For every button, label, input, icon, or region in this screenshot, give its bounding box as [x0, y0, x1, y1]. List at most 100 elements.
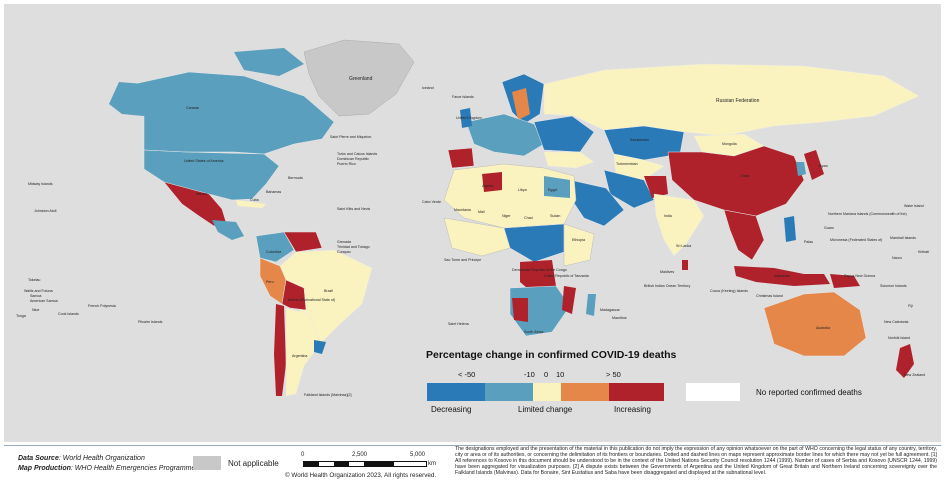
map-production-value: : WHO Health Emergencies Programme	[70, 465, 196, 472]
map-label-mali: Mali	[478, 210, 485, 214]
map-label-algeria: Algeria	[482, 184, 494, 188]
map-label-christmas: Christmas Island	[756, 294, 783, 298]
region-bolivia	[281, 279, 307, 311]
map-label-tokelau: Tokelau	[28, 278, 41, 282]
map-label-solomon: Solomon Islands	[880, 284, 907, 288]
map-label-johnston: Johnston Atoll	[34, 209, 57, 213]
map-label-sri-lanka: Sri Lanka	[676, 244, 692, 248]
map-label-northern-mariana: Northern Mariana Islands (Commonwealth o…	[828, 212, 907, 216]
region-iran	[603, 169, 655, 209]
map-label-guam: Guam	[824, 226, 834, 230]
map-label-faroe: Faroe Islands	[452, 95, 474, 99]
map-label-marshall: Marshall Islands	[890, 236, 916, 240]
map-label-new-zealand: New Zealand	[904, 373, 926, 377]
map-label-micronesia: Micronesia (Federated States of)	[830, 238, 883, 242]
map-label-indonesia: Indonesia	[774, 274, 790, 278]
region-turkey	[543, 151, 595, 169]
map-label-caribbean-6: Trinidad and Tobago	[337, 245, 370, 249]
legend-swatch-decreasing	[485, 383, 533, 401]
region-australia	[763, 291, 867, 357]
footer-divider	[4, 445, 941, 446]
map-label-niger: Niger	[502, 214, 511, 218]
region-colombia	[255, 231, 295, 263]
region-central-africa	[503, 223, 565, 263]
region-madagascar	[586, 294, 596, 316]
region-central-america	[212, 220, 244, 240]
map-label-brazil: Brazil	[324, 289, 333, 293]
map-label-kiribati: Kiribati	[918, 250, 929, 254]
map-production-label: Map Production	[18, 465, 71, 472]
region-east-africa	[563, 223, 595, 267]
region-india	[653, 193, 705, 257]
region-venezuela	[283, 231, 323, 253]
region-algeria	[482, 172, 502, 192]
region-indonesia	[734, 266, 830, 286]
map-label-ethiopia: Ethiopia	[572, 238, 585, 242]
copyright: © World Health Organization 2023, All ri…	[285, 472, 437, 479]
map-label-caribbean-3: Puerto Rico	[337, 162, 356, 166]
region-sweden	[512, 88, 530, 120]
map-label-saint-helena: Saint Helena	[448, 322, 469, 326]
map-label-mongolia: Mongolia	[722, 142, 737, 146]
data-source: Data Source: World Health Organization	[18, 455, 145, 462]
map-label-turkmenistan: Turkmenistan	[616, 162, 638, 166]
map-label-caribbean-5: Grenada	[337, 240, 351, 244]
region-chile	[274, 304, 286, 396]
map-label-greenland: Greenland	[349, 76, 373, 82]
legend-title: Percentage change in confirmed COVID-19 …	[426, 349, 677, 361]
not-applicable-swatch	[193, 456, 221, 470]
map-label-mauritania: Mauritania	[454, 208, 471, 212]
legend-caption-limited: Limited change	[518, 405, 573, 414]
region-png	[830, 274, 860, 288]
legend-tick-0: 0	[544, 370, 549, 379]
map-label-maldives: Maldives	[660, 270, 675, 274]
map-label-samoa: Samoa	[30, 294, 42, 298]
region-namibia	[512, 298, 528, 322]
legend-swatch-no-reported	[686, 383, 740, 401]
legend-tick-gt-50: > 50	[606, 370, 621, 379]
region-western-europe	[465, 113, 545, 157]
map-label-kazakhstan: Kazakhstan	[630, 138, 649, 142]
map-label-norfolk: Norfolk Island	[888, 336, 910, 340]
region-mozambique	[562, 286, 576, 314]
map-label-usa: United States of America	[184, 159, 224, 163]
region-alaska	[109, 82, 144, 116]
region-china	[667, 145, 805, 217]
map-label-madagascar: Madagascar	[600, 308, 620, 312]
map-production: Map Production: WHO Health Emergencies P…	[18, 465, 195, 472]
map-label-chad: Chad	[524, 216, 533, 220]
map-label-iceland: Iceland	[422, 86, 434, 90]
region-west-africa	[443, 217, 511, 257]
map-label-fiji: Fiji	[908, 304, 913, 308]
scale-tick-2500: 2,500	[352, 452, 368, 458]
map-label-tanzania: United Republic of Tanzania	[544, 274, 589, 278]
map-label-japan: Japan	[818, 164, 828, 168]
map-label-caribbean-7: Curaçao	[337, 250, 351, 254]
map-label-papua: Papua New Guinea	[844, 274, 876, 278]
map-label-cocos: Cocos (Keeling) Islands	[710, 289, 748, 293]
data-source-label: Data Source	[18, 455, 59, 462]
legend-caption-increasing: Increasing	[614, 405, 651, 414]
world-map: Greenland Iceland Canada United States o…	[4, 4, 941, 442]
scale-tick-0: 0	[301, 452, 305, 458]
map-label-cabo-verde: Cabo Verde	[422, 200, 441, 204]
map-label-south-africa: South Africa	[524, 330, 544, 334]
map-canvas	[109, 39, 920, 397]
map-label-bolivia: Bolivia (Plurinational State of)	[288, 298, 336, 302]
map-label-mexico: Mexico	[196, 192, 208, 196]
map-label-pitcairn: Pitcairn Islands	[138, 320, 163, 324]
region-argentina	[285, 307, 321, 397]
region-canada-islands	[234, 48, 304, 76]
map-label-dr-congo: Democratic Republic of the Congo	[512, 268, 567, 272]
region-philippines	[784, 216, 796, 242]
legend-swatch-decreasing-strong	[427, 383, 485, 401]
region-afghanistan	[644, 176, 668, 198]
region-russia	[543, 63, 920, 137]
map-label-china: China	[740, 174, 750, 178]
map-label-caribbean-4: Saint Kitts and Nevis	[337, 207, 371, 211]
region-uk	[460, 108, 472, 128]
map-label-bahamas: Bahamas	[266, 190, 282, 194]
legend-tick-minus-10: -10	[524, 370, 535, 379]
map-label-colombia: Colombia	[266, 250, 282, 254]
map-label-mauritius: Mauritius	[612, 316, 627, 320]
